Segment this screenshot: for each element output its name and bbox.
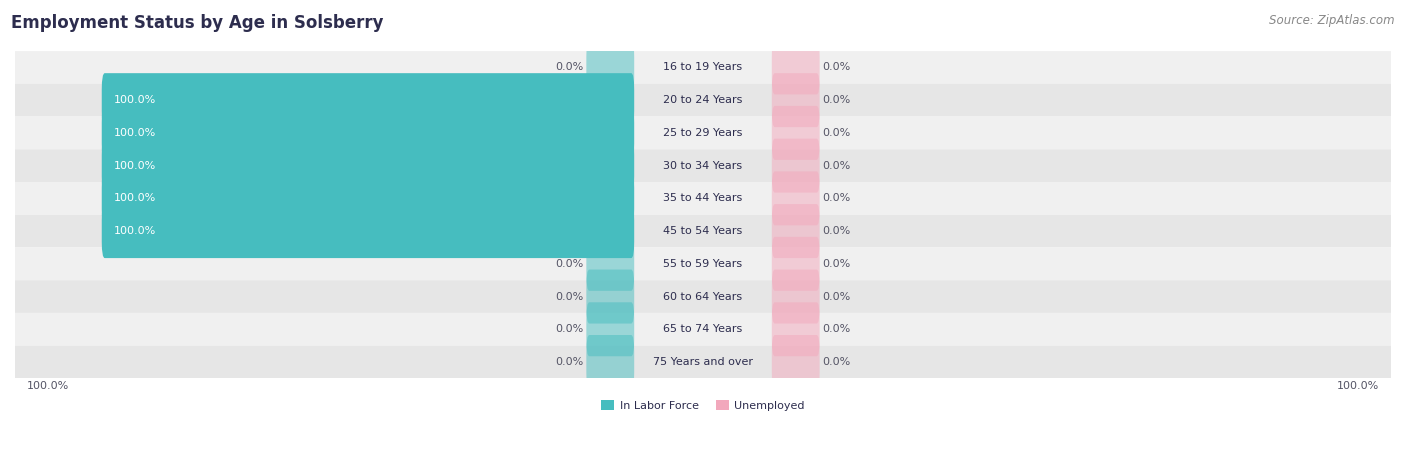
Text: 60 to 64 Years: 60 to 64 Years <box>664 291 742 302</box>
Text: 0.0%: 0.0% <box>823 62 851 73</box>
Text: 100.0%: 100.0% <box>114 226 156 236</box>
Text: Employment Status by Age in Solsberry: Employment Status by Age in Solsberry <box>11 14 384 32</box>
Text: 100.0%: 100.0% <box>114 95 156 105</box>
Text: 0.0%: 0.0% <box>555 62 583 73</box>
Text: 25 to 29 Years: 25 to 29 Years <box>664 128 742 138</box>
Text: 0.0%: 0.0% <box>823 291 851 302</box>
FancyBboxPatch shape <box>586 270 634 323</box>
FancyBboxPatch shape <box>101 171 634 226</box>
FancyBboxPatch shape <box>15 149 1391 182</box>
FancyBboxPatch shape <box>101 106 634 160</box>
Text: 0.0%: 0.0% <box>823 95 851 105</box>
FancyBboxPatch shape <box>586 335 634 389</box>
Text: 0.0%: 0.0% <box>823 193 851 203</box>
Text: 0.0%: 0.0% <box>823 128 851 138</box>
FancyBboxPatch shape <box>15 116 1391 149</box>
FancyBboxPatch shape <box>586 237 634 291</box>
FancyBboxPatch shape <box>772 73 820 127</box>
FancyBboxPatch shape <box>772 270 820 323</box>
FancyBboxPatch shape <box>772 41 820 94</box>
Text: Source: ZipAtlas.com: Source: ZipAtlas.com <box>1270 14 1395 27</box>
Text: 35 to 44 Years: 35 to 44 Years <box>664 193 742 203</box>
FancyBboxPatch shape <box>15 215 1391 248</box>
Text: 0.0%: 0.0% <box>823 357 851 367</box>
FancyBboxPatch shape <box>772 335 820 389</box>
Text: 0.0%: 0.0% <box>823 324 851 334</box>
FancyBboxPatch shape <box>15 280 1391 313</box>
Text: 100.0%: 100.0% <box>27 381 69 391</box>
FancyBboxPatch shape <box>586 41 634 94</box>
Legend: In Labor Force, Unemployed: In Labor Force, Unemployed <box>596 396 810 415</box>
FancyBboxPatch shape <box>772 138 820 193</box>
Text: 100.0%: 100.0% <box>114 193 156 203</box>
Text: 0.0%: 0.0% <box>555 259 583 269</box>
FancyBboxPatch shape <box>15 248 1391 280</box>
FancyBboxPatch shape <box>772 204 820 258</box>
Text: 100.0%: 100.0% <box>114 128 156 138</box>
FancyBboxPatch shape <box>101 204 634 258</box>
FancyBboxPatch shape <box>772 171 820 226</box>
FancyBboxPatch shape <box>772 237 820 291</box>
FancyBboxPatch shape <box>15 313 1391 345</box>
Text: 0.0%: 0.0% <box>823 226 851 236</box>
Text: 0.0%: 0.0% <box>555 324 583 334</box>
Text: 100.0%: 100.0% <box>114 161 156 170</box>
Text: 16 to 19 Years: 16 to 19 Years <box>664 62 742 73</box>
FancyBboxPatch shape <box>15 182 1391 215</box>
FancyBboxPatch shape <box>772 106 820 160</box>
Text: 100.0%: 100.0% <box>1337 381 1379 391</box>
FancyBboxPatch shape <box>772 302 820 356</box>
Text: 65 to 74 Years: 65 to 74 Years <box>664 324 742 334</box>
FancyBboxPatch shape <box>15 345 1391 378</box>
Text: 30 to 34 Years: 30 to 34 Years <box>664 161 742 170</box>
Text: 45 to 54 Years: 45 to 54 Years <box>664 226 742 236</box>
FancyBboxPatch shape <box>15 84 1391 116</box>
Text: 0.0%: 0.0% <box>823 259 851 269</box>
Text: 55 to 59 Years: 55 to 59 Years <box>664 259 742 269</box>
Text: 0.0%: 0.0% <box>555 291 583 302</box>
FancyBboxPatch shape <box>101 73 634 127</box>
FancyBboxPatch shape <box>586 302 634 356</box>
FancyBboxPatch shape <box>15 51 1391 84</box>
Text: 75 Years and over: 75 Years and over <box>652 357 754 367</box>
FancyBboxPatch shape <box>101 138 634 193</box>
Text: 20 to 24 Years: 20 to 24 Years <box>664 95 742 105</box>
Text: 0.0%: 0.0% <box>823 161 851 170</box>
Text: 0.0%: 0.0% <box>555 357 583 367</box>
